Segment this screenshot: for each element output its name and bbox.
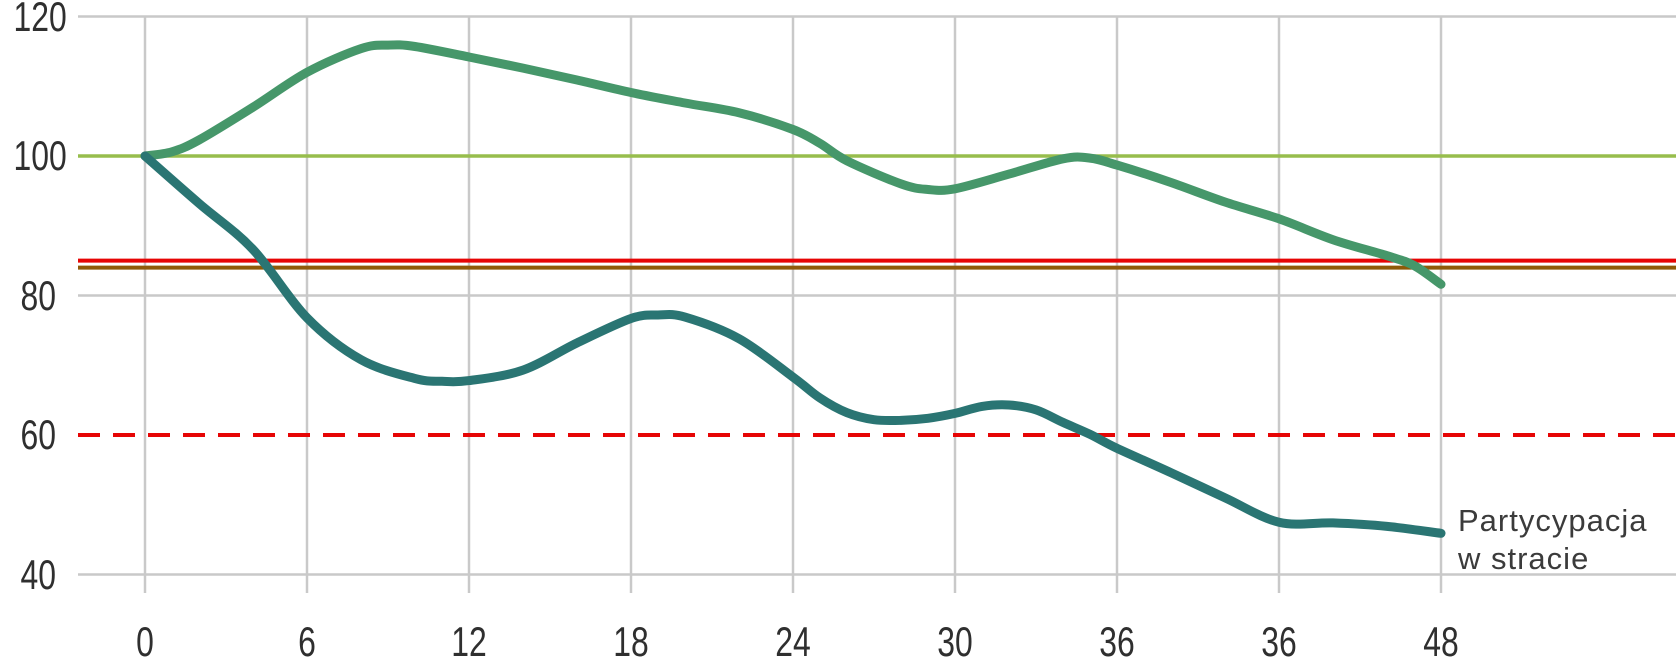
annotation-line-2: w stracie bbox=[1458, 541, 1590, 576]
annotation-line-1: Partycypacja bbox=[1458, 503, 1648, 538]
y-tick-label-60: 60 bbox=[20, 411, 56, 458]
x-tick-label-3: 18 bbox=[613, 618, 649, 659]
x-tick-label-2: 12 bbox=[451, 618, 487, 659]
x-tick-label-7: 36 bbox=[1261, 618, 1297, 659]
y-tick-label-120: 120 bbox=[13, 0, 67, 40]
x-tick-label-8: 48 bbox=[1423, 618, 1459, 659]
x-tick-label-0: 0 bbox=[136, 618, 154, 659]
x-tick-label-4: 24 bbox=[775, 618, 811, 659]
y-tick-label-100: 100 bbox=[13, 132, 67, 179]
series-annotation: Partycypacja w stracie bbox=[1458, 502, 1647, 578]
x-tick-label-5: 30 bbox=[937, 618, 973, 659]
x-tick-label-6: 36 bbox=[1099, 618, 1135, 659]
x-tick-label-1: 6 bbox=[298, 618, 316, 659]
y-tick-label-80: 80 bbox=[20, 271, 56, 319]
upper-green-line-path bbox=[140, 40, 1446, 289]
lower-teal-line-path bbox=[140, 151, 1446, 538]
y-tick-label-40: 40 bbox=[20, 550, 56, 598]
